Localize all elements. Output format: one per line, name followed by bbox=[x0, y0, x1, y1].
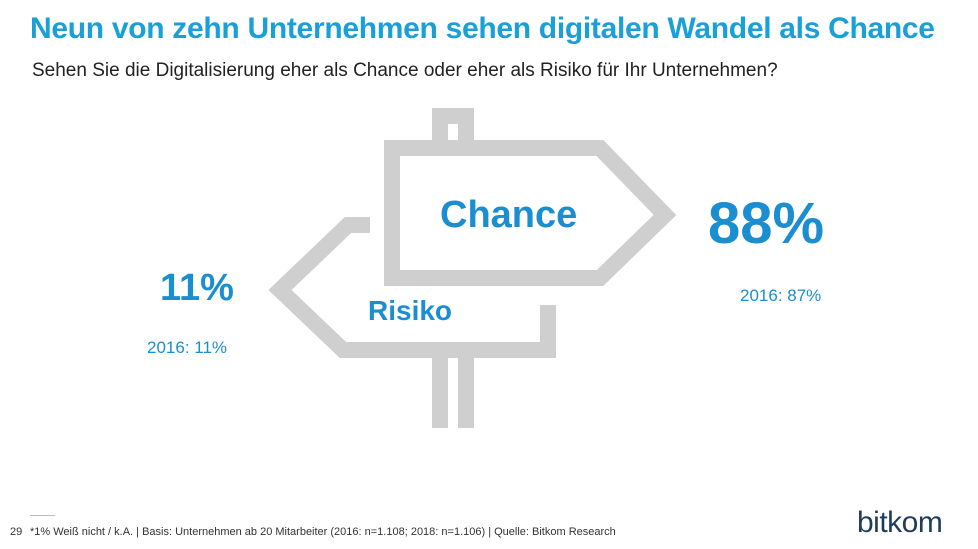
bitkom-logo: bitkom bbox=[857, 506, 943, 539]
chance-previous-value: 2016: 87% bbox=[740, 286, 822, 305]
chance-value: 88% bbox=[708, 191, 825, 256]
signpost-cap bbox=[432, 108, 474, 148]
risiko-sign bbox=[268, 217, 556, 358]
risiko-value: 11% bbox=[160, 267, 234, 309]
chance-sign bbox=[384, 140, 677, 286]
page-title: Neun von zehn Unternehmen sehen digitale… bbox=[30, 12, 935, 45]
signpost-legs bbox=[432, 358, 474, 428]
footer-divider bbox=[30, 515, 55, 516]
risiko-previous-value: 2016: 11% bbox=[147, 338, 228, 357]
footnote: *1% Weiß nicht / k.A. | Basis: Unternehm… bbox=[30, 526, 616, 538]
page-subtitle: Sehen Sie die Digitalisierung eher als C… bbox=[32, 60, 778, 81]
chance-label: Chance bbox=[440, 194, 578, 236]
page-number: 29 bbox=[10, 526, 23, 538]
risiko-label: Risiko bbox=[368, 295, 453, 326]
